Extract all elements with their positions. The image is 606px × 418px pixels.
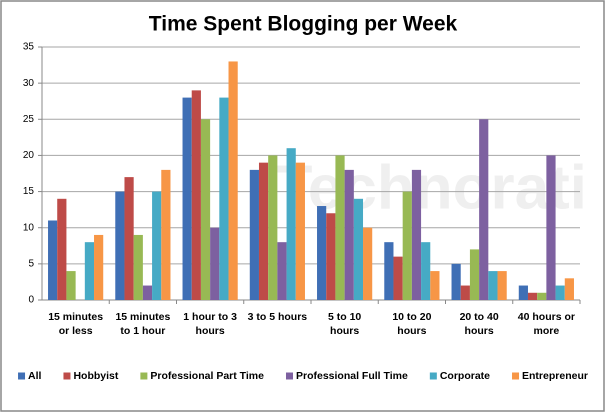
- legend-swatch: [512, 372, 520, 380]
- bar: [421, 242, 431, 300]
- bar: [161, 169, 171, 300]
- bar: [488, 271, 498, 300]
- bar: [393, 256, 403, 300]
- bar: [228, 61, 238, 301]
- x-tick-label: 15 minutes or less: [48, 311, 103, 337]
- legend-label: Professional Part Time: [150, 370, 264, 382]
- bar: [353, 198, 364, 300]
- legend-swatch: [140, 372, 148, 380]
- bar: [249, 169, 259, 300]
- bar: [124, 177, 134, 300]
- bar: [277, 242, 287, 300]
- x-tick-label: 5 to 10 hours: [328, 311, 361, 337]
- bar: [537, 292, 547, 300]
- bar: [115, 191, 125, 300]
- x-tick-label: 3 to 5 hours: [248, 311, 308, 323]
- x-tick-label: 1 hour to 3 hours: [183, 311, 237, 337]
- legend-label: Entrepreneur: [522, 370, 588, 382]
- bar: [94, 234, 104, 300]
- x-tick-label: 20 to 40 hours: [460, 311, 499, 337]
- bar: [460, 285, 470, 300]
- bar: [152, 191, 162, 300]
- bar: [317, 206, 327, 300]
- legend-label: All: [28, 370, 42, 382]
- bar: [384, 242, 394, 300]
- x-tick-label: 10 to 20 hours: [392, 311, 431, 337]
- bar: [363, 227, 373, 300]
- bar: [564, 278, 574, 300]
- legend-label: Corporate: [440, 370, 490, 382]
- bar: [219, 97, 229, 300]
- bar: [527, 292, 538, 300]
- bar: [411, 169, 422, 300]
- bar: [479, 119, 489, 301]
- legend-swatch: [18, 372, 26, 380]
- bar: [286, 148, 296, 300]
- bar: [57, 198, 67, 300]
- x-tick-label: 15 minutes to 1 hour: [115, 311, 170, 337]
- bar: [295, 162, 305, 300]
- bar: [335, 155, 345, 300]
- watermark: Technorati: [275, 153, 587, 222]
- bar: [258, 162, 269, 300]
- bar: [142, 285, 153, 300]
- bar: [430, 271, 440, 300]
- bar: [469, 249, 480, 300]
- bar: [182, 97, 192, 300]
- y-tick-label: 5: [28, 258, 34, 269]
- legend-label: Professional Full Time: [296, 370, 408, 382]
- bar: [326, 213, 336, 300]
- y-tick-label: 20: [23, 150, 35, 161]
- y-tick-label: 35: [23, 42, 35, 53]
- bar: [402, 191, 412, 300]
- legend-swatch: [285, 372, 293, 380]
- bar: [66, 271, 76, 300]
- y-tick-label: 0: [28, 295, 34, 306]
- chart-title: Time Spent Blogging per Week: [149, 13, 458, 36]
- y-tick-label: 10: [23, 222, 35, 233]
- legend-swatch: [63, 372, 71, 380]
- legend-swatch: [429, 372, 437, 380]
- bar: [555, 285, 565, 300]
- bar: [191, 90, 201, 300]
- y-tick-label: 25: [23, 114, 35, 125]
- bar: [518, 285, 528, 300]
- bar: [451, 263, 461, 300]
- bar: [200, 119, 211, 301]
- bar: [344, 169, 354, 300]
- bar: [497, 271, 507, 300]
- bar: [133, 234, 143, 300]
- legend-label: Hobbyist: [73, 370, 118, 382]
- y-tick-label: 15: [23, 186, 35, 197]
- x-tick-label: 40 hours or more: [518, 311, 575, 337]
- y-tick-label: 30: [23, 78, 35, 89]
- bar: [546, 155, 556, 300]
- bar: [210, 227, 220, 300]
- bar: [48, 220, 58, 300]
- bar: [84, 242, 95, 300]
- bar: [268, 155, 278, 300]
